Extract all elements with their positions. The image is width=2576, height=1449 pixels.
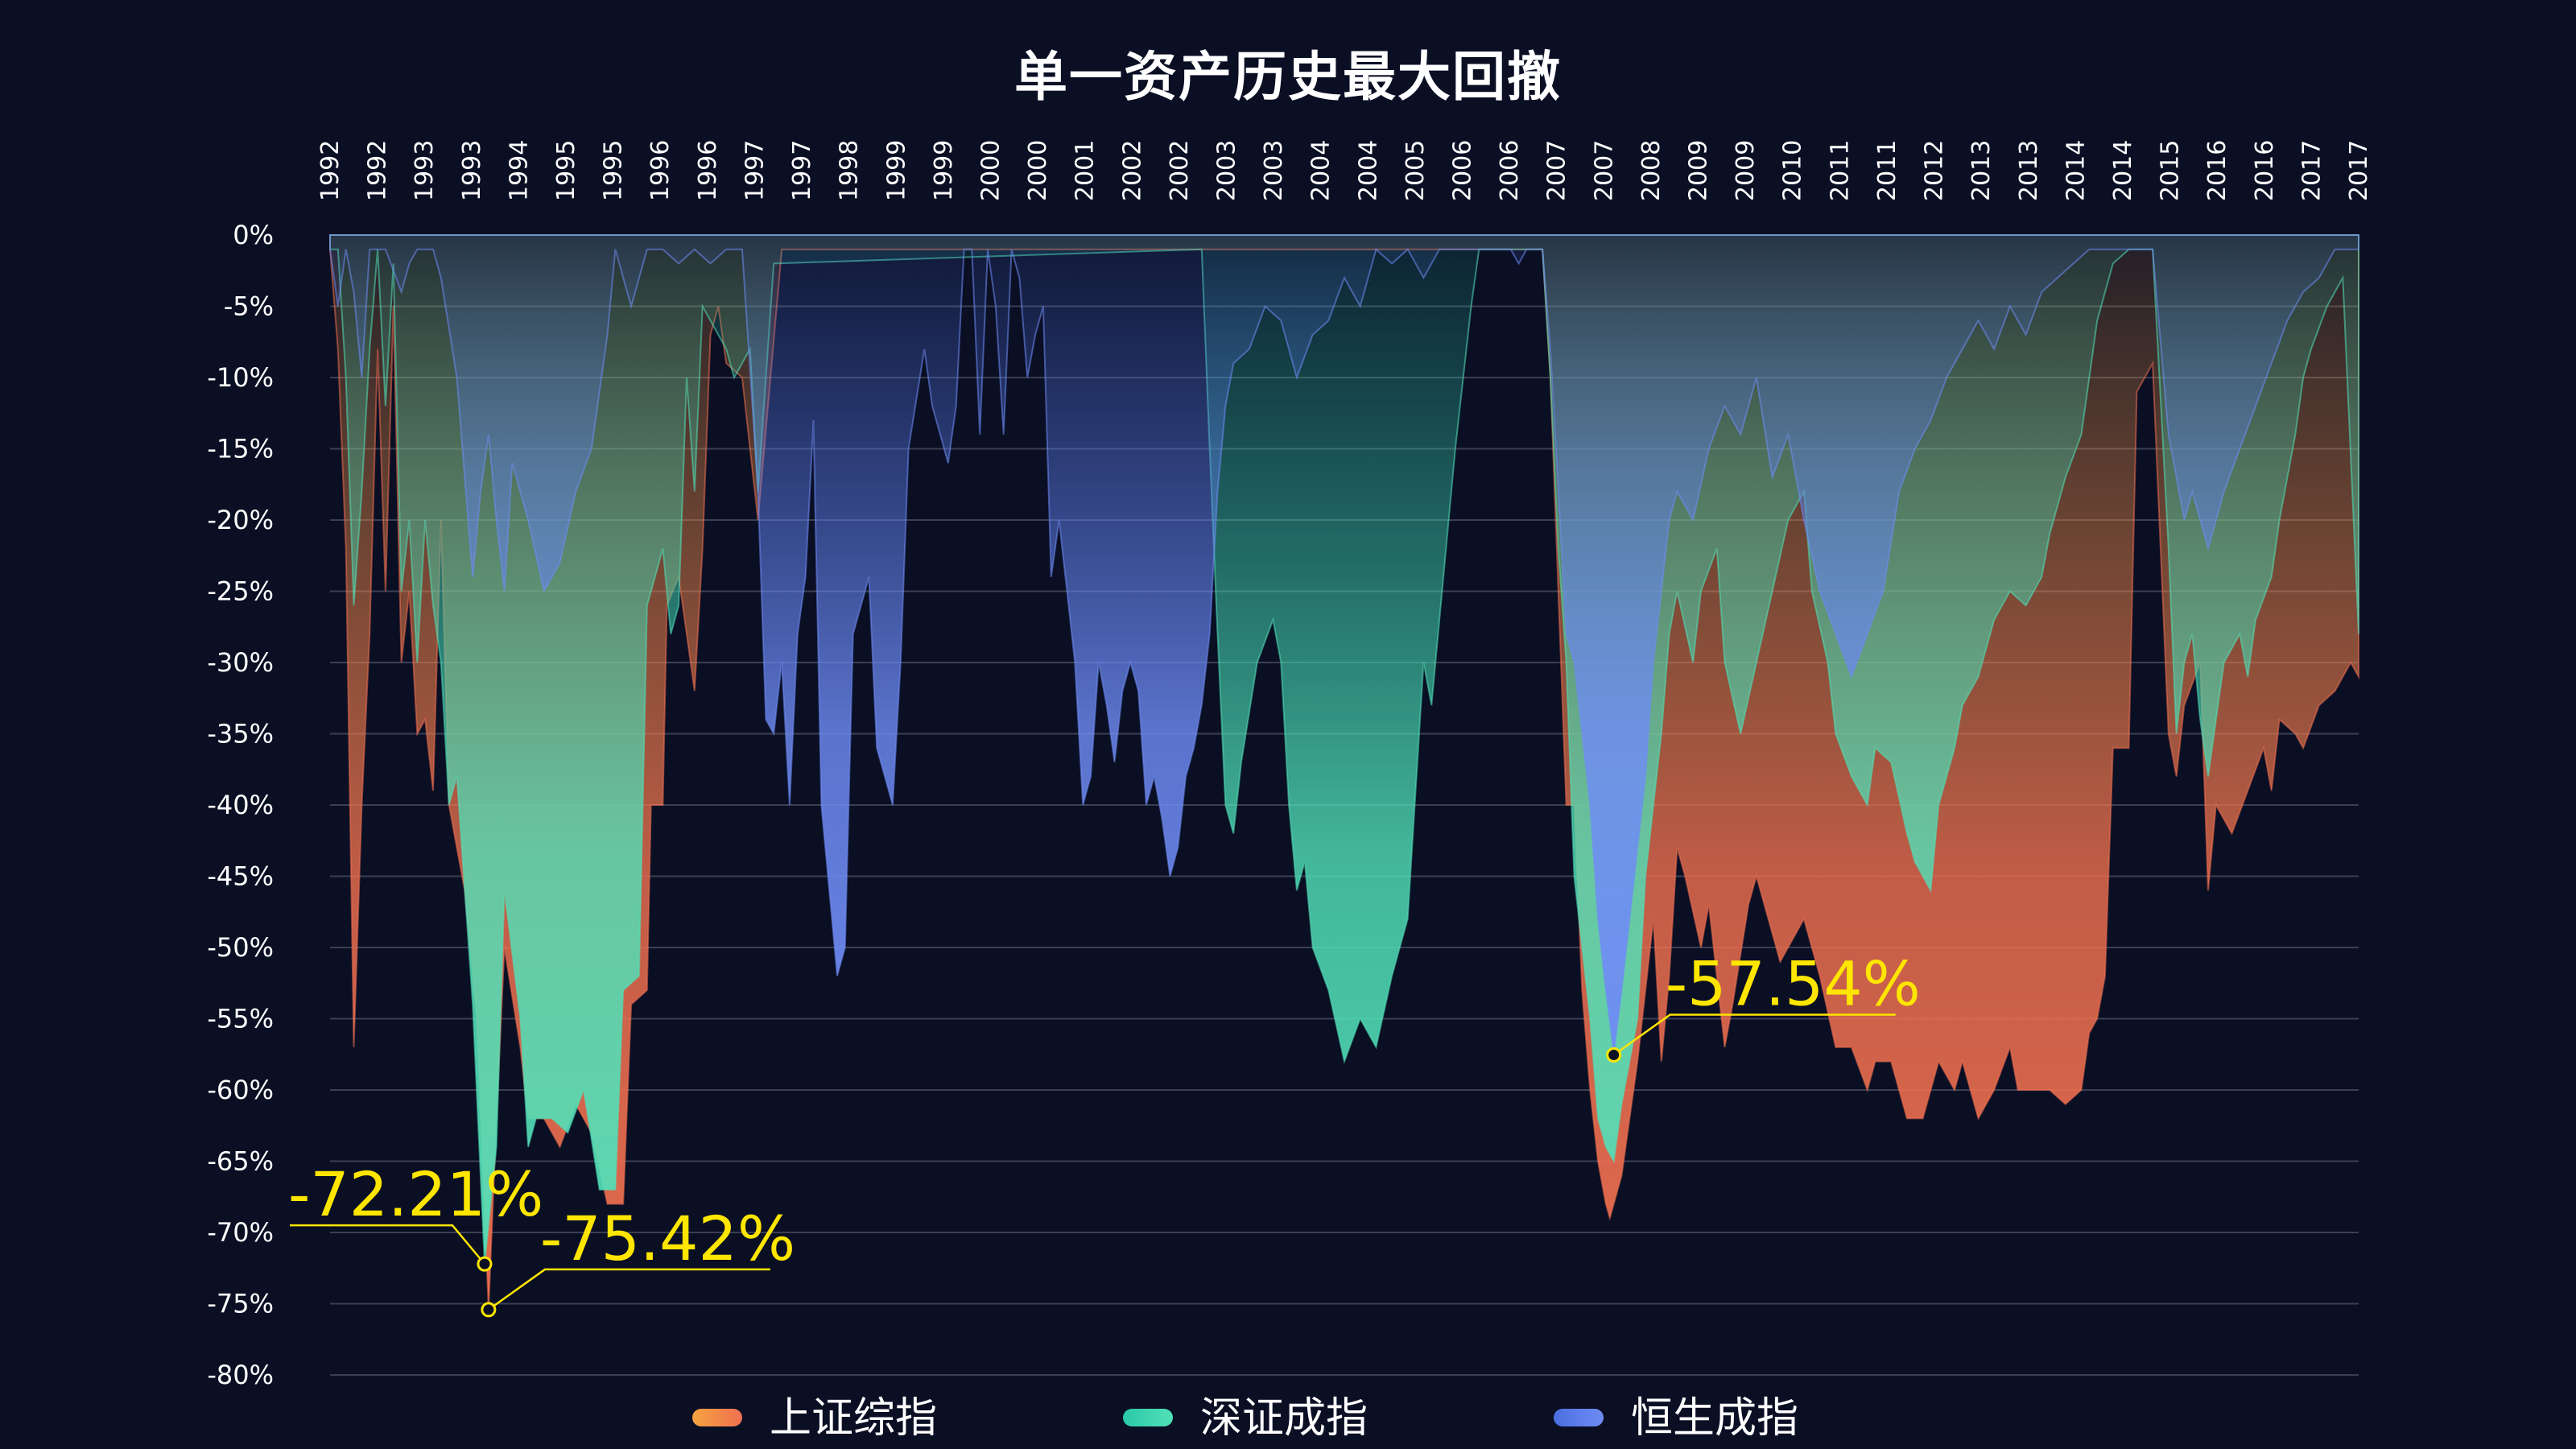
x-tick-label: 2000: [1024, 140, 1052, 201]
x-tick-label: 1995: [600, 140, 628, 201]
x-tick-label: 2005: [1402, 140, 1430, 201]
y-tick-label: -65%: [207, 1146, 274, 1177]
x-tick-label: 1996: [646, 140, 675, 201]
x-tick-label: 1996: [694, 140, 722, 201]
y-tick-label: -45%: [207, 861, 274, 892]
x-tick-label: 2006: [1496, 140, 1524, 201]
y-axis-ticks: 0% -5% -10% -15% -20% -25% -30% -35% -40% -45% -50…: [207, 220, 274, 1390]
x-tick-label: 2014: [2062, 140, 2090, 201]
x-tick-label: 1997: [741, 140, 769, 201]
x-tick-label: 2012: [1921, 140, 1949, 201]
x-tick-label: 2006: [1449, 140, 1477, 201]
x-tick-label: 2007: [1590, 140, 1618, 201]
area-series-layer: [329, 234, 2359, 1310]
legend-label: 上证综指: [770, 1394, 937, 1443]
x-tick-label: 2002: [1118, 140, 1146, 201]
x-tick-label: 1995: [552, 140, 580, 201]
x-tick-label: 1997: [788, 140, 816, 201]
y-tick-label: -40%: [207, 790, 274, 820]
legend-item[interactable]: 深证成指: [1123, 1394, 1368, 1443]
x-tick-label: 2013: [1967, 140, 1996, 201]
y-tick-label: -50%: [207, 932, 274, 963]
y-tick-label: -10%: [207, 362, 274, 393]
x-tick-label: 2008: [1637, 140, 1666, 201]
x-tick-label: 1992: [316, 140, 345, 201]
y-tick-label: -80%: [207, 1360, 274, 1390]
legend-swatch: [1123, 1409, 1173, 1426]
x-tick-label: 1999: [930, 140, 958, 201]
chart-title: 单一资产历史最大回撤: [1014, 46, 1562, 108]
x-tick-label: 2010: [1779, 140, 1807, 201]
annotation-label: -72.21%: [288, 1158, 543, 1230]
legend-label: 恒生成指: [1631, 1394, 1798, 1443]
y-tick-label: -70%: [207, 1217, 274, 1248]
annotation-leader: [1612, 1013, 1896, 1056]
x-tick-label: 2011: [1826, 140, 1854, 201]
x-tick-label: 2002: [1166, 140, 1194, 201]
x-tick-label: 2013: [2015, 140, 2043, 201]
x-tick-label: 2003: [1260, 140, 1288, 201]
annotation-marker: [481, 1302, 497, 1318]
series-area-3: [329, 234, 2359, 1055]
legend-item[interactable]: 上证综指: [692, 1394, 937, 1443]
legend-swatch: [1554, 1409, 1604, 1426]
x-tick-label: 2009: [1732, 140, 1760, 201]
y-tick-label: -75%: [207, 1289, 274, 1319]
x-tick-label: 1992: [364, 140, 392, 201]
annotation-marker: [477, 1256, 493, 1272]
y-tick-label: -55%: [207, 1004, 274, 1034]
x-tick-label: 2015: [2157, 140, 2185, 201]
x-tick-label: 2017: [2345, 140, 2373, 201]
x-tick-label: 2017: [2297, 140, 2326, 201]
x-tick-label: 1994: [505, 140, 533, 201]
x-tick-label: 2016: [2203, 140, 2231, 201]
x-tick-label: 2001: [1071, 140, 1100, 201]
y-tick-label: -25%: [207, 576, 274, 607]
y-tick-label: 0%: [233, 220, 274, 250]
x-tick-label: 1993: [411, 140, 439, 201]
y-tick-label: -20%: [207, 505, 274, 535]
y-tick-label: -15%: [207, 434, 274, 464]
annotation-label: -57.54%: [1666, 947, 1921, 1019]
annotation-leader: [290, 1224, 485, 1265]
x-tick-label: 2014: [2109, 140, 2137, 201]
y-tick-label: -60%: [207, 1075, 274, 1105]
annotation-label: -75.42%: [540, 1203, 795, 1274]
y-tick-label: -30%: [207, 647, 274, 678]
annotation-leader: [488, 1268, 770, 1311]
legend-swatch: [692, 1409, 742, 1426]
legend: 上证综指 深证成指 恒生成指: [692, 1394, 1798, 1443]
x-axis-ticks: 1992 1992 1993 1993 1994 1995 1995 1996 1996 1997…: [316, 140, 2373, 201]
legend-label: 深证成指: [1200, 1394, 1368, 1443]
legend-item[interactable]: 恒生成指: [1554, 1394, 1798, 1443]
x-tick-label: 2011: [1873, 140, 1901, 201]
y-tick-label: -35%: [207, 719, 274, 749]
x-tick-label: 2007: [1543, 140, 1571, 201]
x-tick-label: 2000: [976, 140, 1005, 201]
x-tick-label: 1998: [836, 140, 864, 201]
y-tick-label: -5%: [224, 291, 274, 322]
x-tick-label: 2003: [1212, 140, 1241, 201]
x-tick-label: 1999: [882, 140, 910, 201]
x-tick-label: 1993: [458, 140, 486, 201]
annotations: -72.21%-75.42% -57.54%: [288, 947, 1921, 1318]
x-tick-label: 2004: [1354, 140, 1382, 201]
annotation-marker: [1606, 1046, 1622, 1063]
x-tick-label: 2004: [1307, 140, 1335, 201]
x-tick-label: 2016: [2251, 140, 2279, 201]
x-tick-label: 2009: [1685, 140, 1713, 201]
